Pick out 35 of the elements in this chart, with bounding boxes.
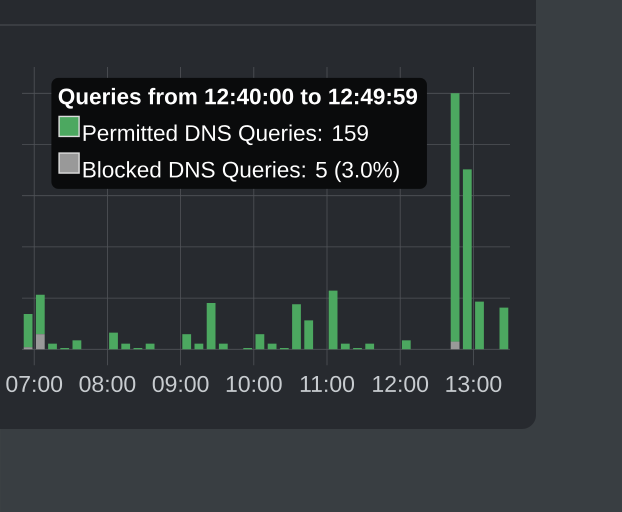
x-tick-label: 10:00	[226, 376, 282, 392]
bar	[340, 344, 350, 350]
bar	[36, 334, 45, 350]
bar	[402, 340, 411, 350]
bar	[450, 93, 460, 342]
bar	[48, 344, 57, 350]
bar	[475, 302, 484, 350]
x-tick-label: 09:00	[152, 376, 208, 392]
bar	[328, 290, 338, 350]
bar	[268, 344, 276, 350]
bar	[121, 344, 130, 350]
bar	[292, 304, 301, 350]
legend-title: Queries from 12:40:00 to 12:49:59	[58, 88, 418, 109]
bar	[500, 308, 508, 350]
legend-label: Blocked DNS Queries: 5 (3.0%)	[84, 161, 399, 182]
bar	[146, 344, 154, 350]
bar	[450, 342, 460, 350]
bar	[36, 294, 45, 334]
bar	[304, 320, 314, 350]
bar	[206, 302, 216, 350]
bar	[256, 334, 264, 350]
bar	[72, 340, 82, 350]
legend-label: Permitted DNS Queries: 159	[84, 124, 368, 146]
x-tick-label: 08:00	[80, 376, 136, 392]
bar	[365, 344, 374, 350]
bar	[462, 169, 472, 350]
bar	[109, 332, 118, 350]
bar	[182, 334, 192, 350]
x-tick-label: 12:00	[373, 376, 428, 392]
bar	[194, 344, 204, 350]
x-tick-label: 11:00	[300, 376, 354, 392]
x-tick-label: 07:00	[6, 376, 62, 392]
x-tick-label: 13:00	[446, 376, 502, 392]
bar	[24, 314, 33, 348]
bar	[218, 344, 228, 350]
